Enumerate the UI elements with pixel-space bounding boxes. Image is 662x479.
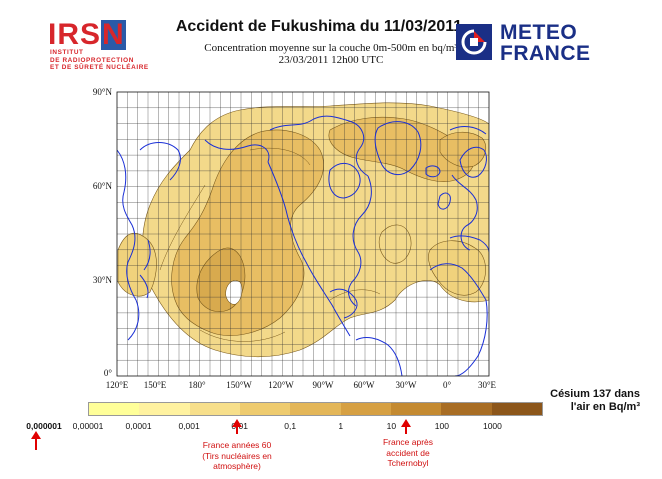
coast-africa: [429, 263, 488, 376]
meteo-logo-line-2: FRANCE: [500, 42, 591, 65]
legend-color-swatch: [239, 403, 291, 415]
note-tchernobyl-line-3: Tchernobyl: [387, 458, 429, 468]
legend-color-swatch: [390, 403, 442, 415]
irsn-sub-line-3: ET DE SÛRETÉ NUCLÉAIRE: [50, 64, 149, 72]
lon-label-30w: 30°W: [395, 380, 417, 390]
coast-north-america-east: [348, 175, 372, 307]
lon-label-120e: 120°E: [106, 380, 129, 390]
lon-label-180: 180°: [188, 380, 206, 390]
legend-color-swatch: [139, 403, 190, 415]
note-france-60: France années 60 (Tirs nucléaires en atm…: [182, 440, 292, 472]
plume-layer: [117, 102, 489, 358]
meteo-logo-line-1: METEO: [500, 21, 578, 44]
note-france-60-line-3: atmosphère): [213, 461, 261, 471]
legend-color-swatch: [491, 403, 542, 415]
legend-title-line-1: Césium 137 dans: [550, 388, 640, 400]
lat-label-30n: 30°N: [93, 275, 113, 285]
subtitle-line-2: 23/03/2011 12h00 UTC: [278, 54, 384, 66]
legend-tick-label: 100: [434, 421, 449, 431]
page-title: Accident de Fukushima du 11/03/2011: [175, 18, 463, 35]
legend-title-line-2: l'air en Bq/m³: [570, 401, 640, 413]
plume-europe: [439, 131, 487, 168]
meteo-france-emblem: [456, 24, 492, 60]
contour-line: [159, 147, 381, 342]
legend-color-swatch: [189, 403, 240, 415]
legend-color-swatch: [89, 403, 140, 415]
legend-tick-label: 10: [386, 421, 397, 431]
irsn-logo-word: IRSN: [48, 18, 126, 52]
irsn-sub-line-2: DE RADIOPROTECTION: [50, 56, 134, 64]
coast-asia: [117, 149, 140, 341]
lon-label-150e: 150°E: [144, 380, 167, 390]
note-france-60-line-2: (Tirs nucléaires en: [202, 450, 272, 461]
coastlines: [117, 115, 489, 376]
lon-label-60w: 60°W: [353, 380, 375, 390]
legend-tick-label: 0,0001: [125, 421, 152, 431]
arrow-up-icon-head: [232, 419, 242, 427]
coast-gulf: [329, 288, 358, 319]
irsn-subtitle: INSTITUT DE RADIOPROTECTION ET DE SÛRETÉ…: [50, 49, 149, 72]
lat-label-60n: 60°N: [93, 181, 113, 191]
irsn-sub-line-1: INSTITUT: [50, 49, 84, 56]
coast-north-america-west: [267, 161, 351, 337]
irsn-letters: IRS: [48, 18, 102, 51]
meteo-france-emblem-icon: [461, 29, 487, 55]
coast-alaska: [204, 139, 270, 163]
irsn-letter-n: N: [101, 18, 126, 51]
map-frame: [116, 91, 490, 377]
lon-label-0: 0°: [443, 380, 452, 390]
lon-label-120w: 120°W: [268, 380, 294, 390]
legend-title: Césium 137 dans l'air en Bq/m³: [520, 388, 640, 414]
arrow-up-icon-head: [401, 419, 411, 427]
lon-label-90w: 90°W: [312, 380, 334, 390]
coast-japan: [139, 239, 151, 299]
legend-tick-label: 1: [338, 421, 344, 431]
coast-europe: [449, 126, 487, 251]
legend-color-swatch: [290, 403, 341, 415]
lat-label-90n: 90°N: [93, 87, 113, 97]
meteo-france-logo: METEO FRANCE: [456, 22, 596, 70]
arrow-up-icon-head: [31, 431, 41, 439]
legend-tick-label: 0,001: [178, 421, 200, 431]
coast-north-america-north: [269, 115, 369, 177]
coast-iceland: [425, 165, 441, 178]
note-tchernobyl-line-1: France après: [382, 437, 434, 447]
plume-east-lobe: [428, 240, 486, 296]
note-france-60-line-1: France années 60: [202, 440, 272, 450]
coast-south-america: [355, 337, 403, 376]
lon-label-30e: 30°E: [478, 380, 497, 390]
lon-label-150w: 150°W: [226, 380, 252, 390]
legend-color-swatch: [441, 403, 492, 415]
coast-britain: [437, 192, 451, 210]
legend-color-swatch: [340, 403, 391, 415]
coast-scandinavia: [459, 146, 487, 178]
legend-tick-label: 1000: [482, 421, 502, 431]
legend-outside-label: 0,000001: [26, 421, 62, 431]
note-tchernobyl-line-2: accident de: [386, 447, 430, 458]
legend-tick-label: 0,1: [284, 421, 297, 431]
coast-hudson: [328, 163, 361, 199]
irsn-logo: IRSN INSTITUT DE RADIOPROTECTION ET DE S…: [48, 18, 148, 82]
legend-colorbar: [88, 402, 543, 416]
page-title-wrap: Accident de Fukushima du 11/03/2011: [0, 18, 662, 36]
map-gridlines: [117, 92, 489, 376]
legend-tick-label: 0,00001: [72, 421, 104, 431]
coast-mediterranean: [449, 235, 489, 253]
note-france-tchernobyl: France après accident de Tchernobyl: [358, 437, 458, 469]
coast-greenland: [374, 121, 422, 176]
lat-label-0: 0°: [104, 368, 113, 378]
subtitle-line-1: Concentration moyenne sur la couche 0m-5…: [204, 42, 458, 54]
coast-kamchatka: [139, 142, 181, 181]
